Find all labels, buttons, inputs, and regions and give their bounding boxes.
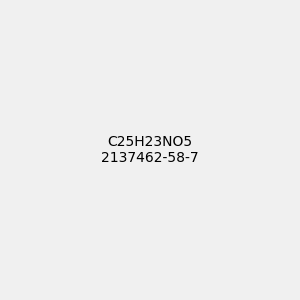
Text: C25H23NO5
2137462-58-7: C25H23NO5 2137462-58-7 [101,135,199,165]
